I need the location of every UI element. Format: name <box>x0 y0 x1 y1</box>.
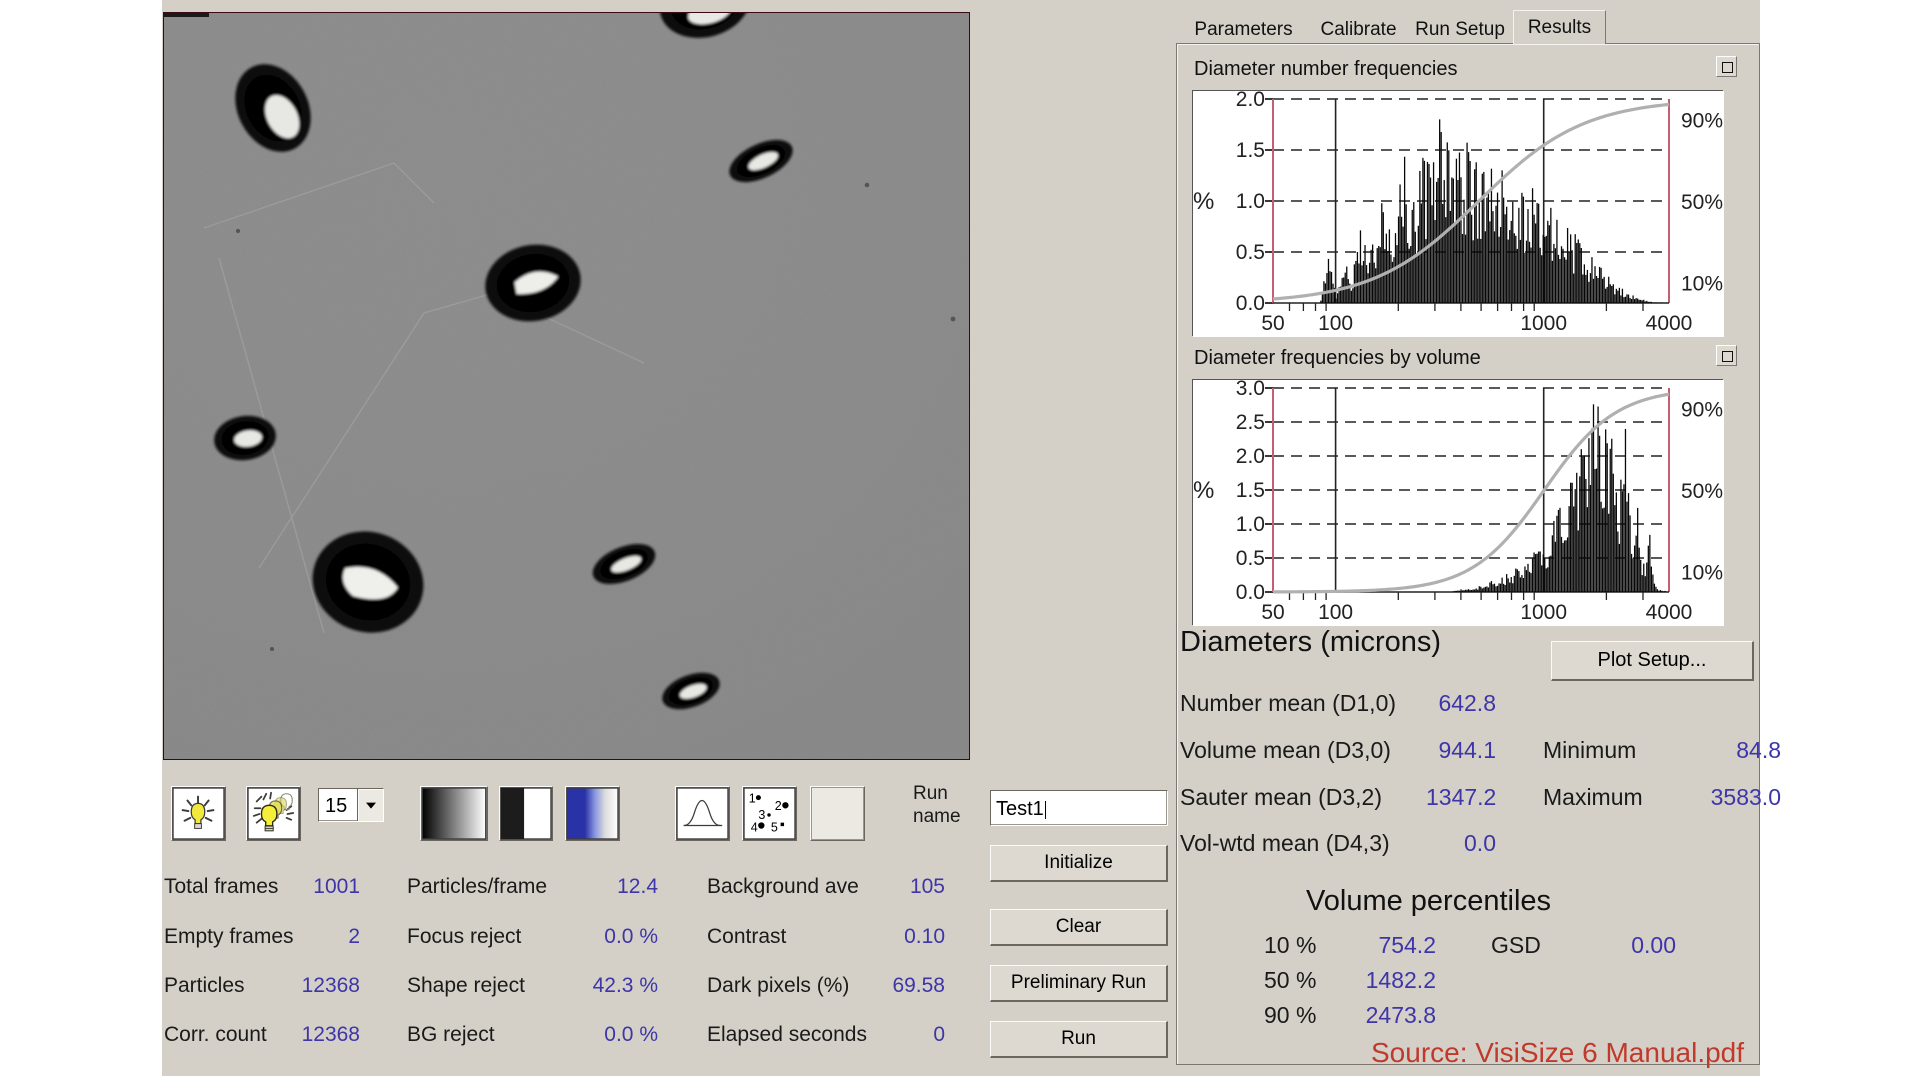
svg-text:1.0: 1.0 <box>1236 190 1265 213</box>
svg-text:4: 4 <box>751 820 758 834</box>
svg-text:100: 100 <box>1318 312 1353 335</box>
svg-text:1.5: 1.5 <box>1236 479 1265 502</box>
svg-text:1.0: 1.0 <box>1236 513 1265 536</box>
svg-text:1.5: 1.5 <box>1236 139 1265 162</box>
svg-text:1000: 1000 <box>1520 601 1567 624</box>
svg-text:50%: 50% <box>1681 191 1723 214</box>
svg-text:100: 100 <box>1318 601 1353 624</box>
svg-text:%: % <box>1193 477 1214 504</box>
svg-text:50: 50 <box>1261 312 1284 335</box>
svg-text:3: 3 <box>758 808 765 822</box>
svg-text:3.0: 3.0 <box>1236 380 1265 400</box>
svg-text:50%: 50% <box>1681 480 1723 503</box>
svg-text:0.5: 0.5 <box>1236 547 1265 570</box>
svg-text:90%: 90% <box>1681 398 1723 421</box>
svg-text:2: 2 <box>775 799 782 813</box>
svg-text:4000: 4000 <box>1646 312 1693 335</box>
svg-text:10%: 10% <box>1681 562 1723 585</box>
svg-text:5: 5 <box>771 820 778 834</box>
svg-text:0.5: 0.5 <box>1236 241 1265 264</box>
svg-text:1000: 1000 <box>1520 312 1567 335</box>
svg-text:90%: 90% <box>1681 109 1723 132</box>
svg-text:1: 1 <box>749 791 756 805</box>
svg-text:2.0: 2.0 <box>1236 445 1265 468</box>
svg-text:%: % <box>1193 188 1214 215</box>
svg-text:10%: 10% <box>1681 273 1723 296</box>
svg-text:2.0: 2.0 <box>1236 91 1265 111</box>
svg-text:50: 50 <box>1261 601 1284 624</box>
svg-text:2.5: 2.5 <box>1236 411 1265 434</box>
svg-text:4000: 4000 <box>1646 601 1693 624</box>
